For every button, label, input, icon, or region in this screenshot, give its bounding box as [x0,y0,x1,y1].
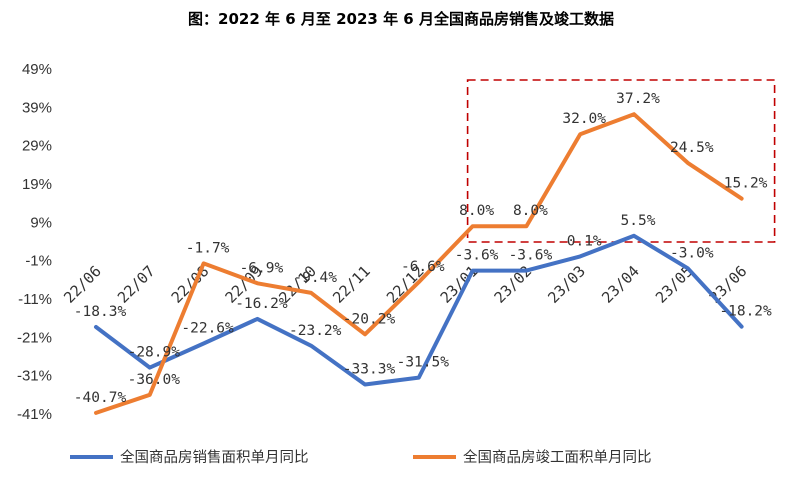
data-label-s1: -16.2% [235,296,288,312]
series-line-1 [94,233,744,387]
legend: 全国商品房销售面积单月同比 全国商品房竣工面积单月同比 [70,448,652,466]
data-label-s2: 8.0% [513,203,548,219]
y-tick-label: 49% [22,61,52,78]
data-label-s2: -6.9% [240,260,284,276]
data-label-s1: -3.6% [509,248,553,264]
series-lines [94,112,744,415]
data-label-s1: -18.3% [74,304,127,320]
y-tick-label: -1% [25,253,52,270]
y-axis: 49% 39% 29% 19% 9% -1% -11% -21% -31% -41% [17,61,52,423]
data-label-s2: -9.4% [293,270,337,286]
data-label-s2: -1.7% [186,240,230,256]
series-line-2 [94,112,744,415]
data-label-s1: 0.1% [567,233,602,249]
y-tick-label: 39% [22,99,52,116]
data-label-s2: -6.6% [401,259,445,275]
data-label-s2: -20.2% [343,311,396,327]
data-label-s2: 24.5% [670,140,714,156]
data-label-s2: -36.0% [128,372,181,388]
data-label-s2: 8.0% [459,203,494,219]
y-tick-label: 9% [30,214,52,231]
y-tick-label: -11% [18,291,52,308]
data-label-s1: -22.6% [181,320,234,336]
x-tick-label: 22/06 [60,262,105,307]
data-label-s1: -33.3% [343,361,396,377]
y-tick-label: 19% [22,176,52,193]
y-tick-label: 29% [22,138,52,155]
chart-title: 图：2022 年 6 月至 2023 年 6 月全国商品房销售及竣工数据 [188,10,614,28]
data-label-s1: -3.0% [670,245,714,261]
x-tick-label: 22/07 [114,262,159,307]
data-label-s2: 37.2% [616,91,660,107]
y-tick-label: -21% [17,329,52,346]
legend-label-1: 全国商品房销售面积单月同比 [120,448,309,466]
data-label-s1: 5.5% [621,213,656,229]
y-tick-label: -31% [17,368,52,385]
data-label-s1: -31.5% [397,355,450,371]
x-tick-label: 23/03 [544,262,589,307]
data-label-s1: -18.2% [719,304,772,320]
x-tick-label: 23/06 [706,262,751,307]
data-label-s1: -28.9% [128,345,181,361]
data-label-s1: -3.6% [455,248,499,264]
y-tick-label: -41% [17,406,52,423]
data-label-s2: 32.0% [562,111,606,127]
x-tick-label: 23/04 [598,262,643,307]
data-label-s2: -40.7% [74,390,127,406]
data-label-s2: 15.2% [724,176,768,192]
data-label-s1: -23.2% [289,323,342,339]
data-labels: -18.3% -28.9%-22.6%-16.2%-23.2% -33.3% -31.… [74,91,772,406]
legend-label-2: 全国商品房竣工面积单月同比 [463,448,652,466]
